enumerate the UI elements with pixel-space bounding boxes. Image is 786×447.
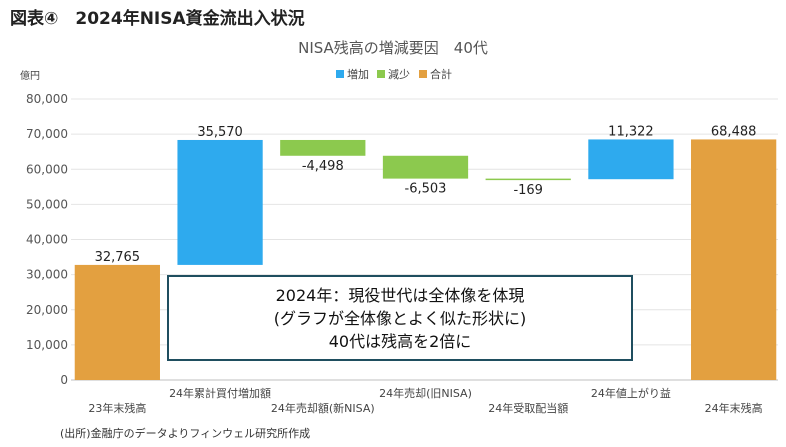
data-label: 68,488 [711,124,757,139]
y-tick-label: 10,000 [26,338,68,352]
data-label: -4,498 [302,159,344,174]
y-tick-label: 30,000 [26,268,68,282]
bar-increase [177,139,263,265]
source-note: (出所)金融庁のデータよりフィンウェル研究所作成 [60,427,311,440]
legend-swatch [377,70,385,78]
category-label: 24年売却(旧NISA) [379,386,472,400]
data-label: -169 [513,183,543,198]
annotation-box: 2024年：現役世代は全体像を体現 (グラフが全体像とよく似た形状に) 40代は… [167,275,633,361]
y-unit-label: 億円 [20,69,40,82]
annotation-line-2: (グラフが全体像とよく似た形状に) [273,308,527,328]
y-tick-label: 50,000 [26,197,68,211]
figure-heading: 図表④ 2024年NISA資金流出入状況 [10,9,305,29]
bar-decrease [280,139,366,156]
category-label: 24年売却額(新NISA) [271,401,375,415]
annotation-line-3: 40代は残高を2倍に [328,331,472,351]
bar-decrease [382,155,469,179]
bar-decrease [485,178,571,181]
bar-total [691,139,777,380]
data-label: 35,570 [197,125,243,140]
legend-swatch [419,70,427,78]
y-tick-label: 60,000 [26,162,68,176]
data-label: -6,503 [405,182,447,197]
chart-title: NISA残高の増減要因 40代 [298,39,488,57]
y-axis: 0 10,000 20,000 30,000 40,000 50,000 60,000 70,… [26,92,68,387]
legend-swatch [336,70,344,78]
data-label: 11,322 [608,124,654,139]
category-label: 23年末残高 [88,401,146,415]
bar-increase [588,139,674,180]
data-labels: 32,765 35,570 -4,498 -6,503 -169 11,322 68,488 [95,124,757,264]
bars [74,139,777,380]
legend: 増加 減少 合計 [336,67,452,81]
bar-total [74,264,160,380]
legend-label: 増加 [347,68,369,81]
y-tick-label: 0 [60,373,68,387]
annotation-line-1: 2024年：現役世代は全体像を体現 [275,285,525,305]
category-label: 24年受取配当額 [488,401,568,415]
legend-label: 減少 [388,67,410,81]
legend-label: 合計 [430,67,452,81]
category-label: 24年累計買付増加額 [169,386,271,400]
y-tick-label: 80,000 [26,92,68,106]
y-tick-label: 40,000 [26,233,68,247]
category-label: 24年値上がり益 [591,386,671,400]
category-label: 24年末残高 [705,401,763,415]
y-tick-label: 20,000 [26,303,68,317]
y-tick-label: 70,000 [26,127,68,141]
data-label: 32,765 [95,250,141,265]
